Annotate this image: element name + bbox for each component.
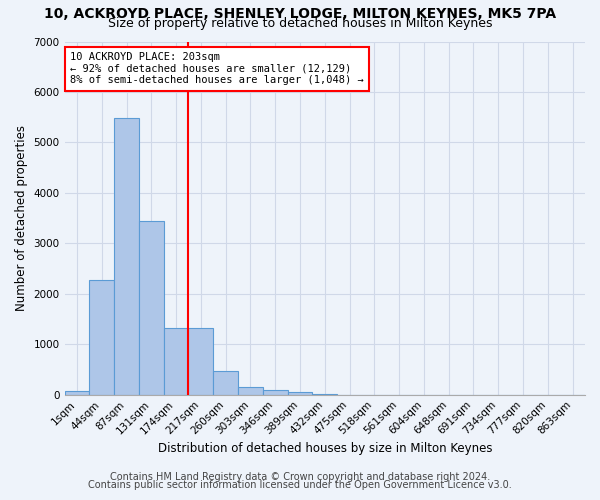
- Bar: [287, 392, 313, 394]
- Text: Size of property relative to detached houses in Milton Keynes: Size of property relative to detached ho…: [108, 18, 492, 30]
- Bar: [188, 328, 213, 394]
- Bar: [263, 390, 287, 394]
- Bar: [139, 221, 164, 394]
- Bar: [238, 387, 263, 394]
- X-axis label: Distribution of detached houses by size in Milton Keynes: Distribution of detached houses by size …: [158, 442, 492, 455]
- Bar: [164, 328, 188, 394]
- Bar: [213, 371, 238, 394]
- Text: Contains HM Land Registry data © Crown copyright and database right 2024.: Contains HM Land Registry data © Crown c…: [110, 472, 490, 482]
- Text: 10 ACKROYD PLACE: 203sqm
← 92% of detached houses are smaller (12,129)
8% of sem: 10 ACKROYD PLACE: 203sqm ← 92% of detach…: [70, 52, 364, 86]
- Bar: [89, 280, 114, 394]
- Text: 10, ACKROYD PLACE, SHENLEY LODGE, MILTON KEYNES, MK5 7PA: 10, ACKROYD PLACE, SHENLEY LODGE, MILTON…: [44, 8, 556, 22]
- Y-axis label: Number of detached properties: Number of detached properties: [15, 125, 28, 311]
- Bar: [65, 391, 89, 394]
- Bar: [114, 118, 139, 394]
- Text: Contains public sector information licensed under the Open Government Licence v3: Contains public sector information licen…: [88, 480, 512, 490]
